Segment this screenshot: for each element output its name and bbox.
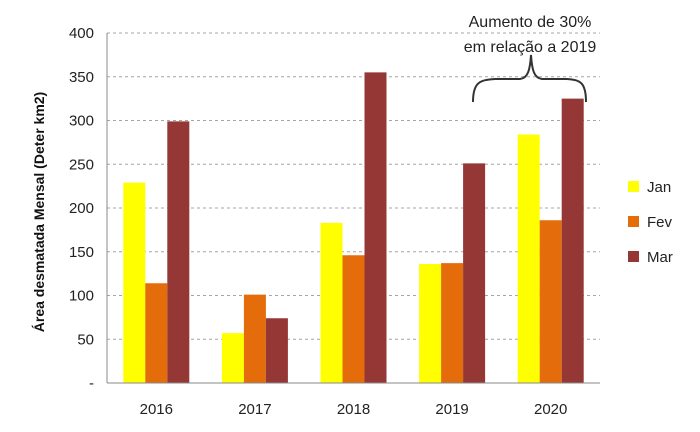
- legend-label-fev: Fev: [647, 214, 673, 231]
- y-tick-label: -: [89, 375, 94, 392]
- bar-fev-2017: [243, 294, 266, 383]
- annotation-line-2: em relação a 2019: [464, 39, 597, 56]
- legend-label-jan: Jan: [647, 179, 671, 196]
- x-tick-label: 2018: [337, 401, 370, 418]
- bar-jan-2019: [419, 264, 442, 383]
- y-tick-label: 200: [69, 200, 94, 217]
- bar-mar-2018: [364, 72, 387, 383]
- x-tick-label: 2016: [140, 401, 173, 418]
- y-tick-label: 400: [69, 25, 94, 42]
- bars: [123, 72, 584, 383]
- legend-swatch-fev: [628, 216, 639, 227]
- axes: [106, 33, 600, 384]
- bar-fev-2019: [441, 263, 464, 383]
- annotation-line-1: Aumento de 30%: [469, 14, 592, 31]
- bar-fev-2020: [539, 220, 562, 383]
- legend-swatch-mar: [628, 251, 639, 262]
- y-tick-label: 100: [69, 288, 94, 305]
- x-tick-label: 2017: [238, 401, 271, 418]
- bar-jan-2020: [517, 134, 540, 383]
- legend: Jan Fev Mar: [628, 179, 673, 266]
- x-tick-label: 2019: [435, 401, 468, 418]
- y-tick-label: 350: [69, 69, 94, 86]
- y-axis-label: Área desmatada Mensal (Deter km2): [31, 92, 47, 332]
- bar-fev-2016: [145, 283, 168, 383]
- legend-label-mar: Mar: [647, 249, 673, 266]
- bar-fev-2018: [342, 255, 365, 383]
- y-tick-label: 250: [69, 156, 94, 173]
- bar-mar-2017: [265, 318, 288, 383]
- annotation: Aumento de 30% em relação a 2019: [464, 14, 597, 103]
- y-tick-label: 300: [69, 113, 94, 130]
- bar-mar-2016: [167, 121, 190, 383]
- x-tick-label: 2020: [534, 401, 567, 418]
- bar-mar-2020: [561, 98, 584, 383]
- x-tick-labels: 2016 2017 2018 2019 2020: [140, 401, 568, 418]
- bar-jan-2017: [221, 333, 244, 383]
- bar-mar-2019: [463, 163, 486, 383]
- y-tick-label: 50: [77, 331, 94, 348]
- y-tick-label: 150: [69, 244, 94, 261]
- bar-jan-2016: [123, 182, 146, 383]
- legend-swatch-jan: [628, 181, 639, 192]
- bar-jan-2018: [320, 222, 343, 383]
- y-tick-labels: - 50 100 150 200 250 300 350 400: [69, 25, 94, 392]
- annotation-brace: [472, 54, 587, 103]
